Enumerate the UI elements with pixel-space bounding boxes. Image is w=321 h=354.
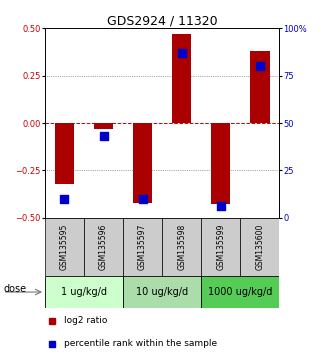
Text: dose: dose (3, 284, 26, 294)
Text: 10 ug/kg/d: 10 ug/kg/d (136, 287, 188, 297)
Bar (45, 218, 84, 276)
Text: 1000 ug/kg/d: 1000 ug/kg/d (208, 287, 273, 297)
Text: percentile rank within the sample: percentile rank within the sample (64, 339, 217, 348)
Point (218, 204, 223, 209)
Bar (201, 276, 279, 308)
Bar (123, 218, 162, 276)
Bar (123, 276, 201, 308)
Text: GSM135600: GSM135600 (255, 224, 264, 270)
Bar (55, 123, 74, 184)
Text: GSM135596: GSM135596 (99, 224, 108, 270)
Text: GSM135597: GSM135597 (138, 224, 147, 270)
Title: GDS2924 / 11320: GDS2924 / 11320 (107, 14, 217, 27)
Bar (211, 123, 230, 205)
Point (140, 196, 145, 202)
Bar (94, 123, 113, 129)
Point (62, 196, 67, 202)
Bar (133, 123, 152, 202)
Point (179, 50, 184, 56)
Bar (250, 51, 270, 123)
Text: 1 ug/kg/d: 1 ug/kg/d (61, 287, 107, 297)
Bar (162, 218, 201, 276)
Bar (201, 218, 240, 276)
Bar (240, 218, 279, 276)
Text: GSM135595: GSM135595 (60, 224, 69, 270)
Point (101, 133, 106, 139)
Bar (172, 34, 191, 123)
Point (257, 63, 262, 69)
Text: log2 ratio: log2 ratio (64, 316, 107, 325)
Bar (84, 218, 123, 276)
Bar (45, 276, 123, 308)
Text: GSM135599: GSM135599 (216, 224, 225, 270)
Text: GSM135598: GSM135598 (177, 224, 186, 270)
